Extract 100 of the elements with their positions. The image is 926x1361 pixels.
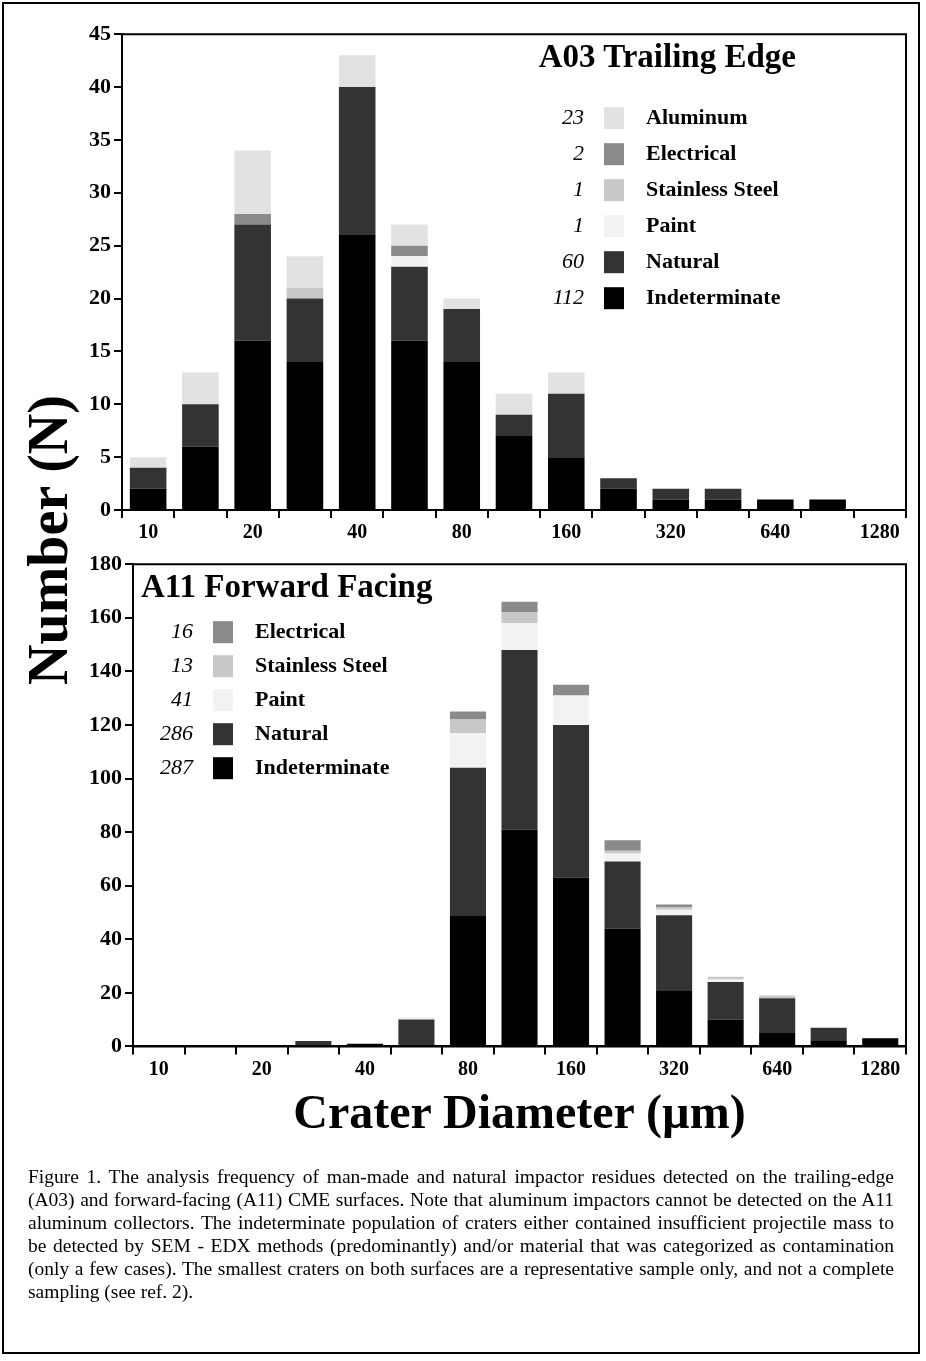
bar: [449, 767, 486, 916]
bar: [129, 457, 167, 468]
bar: [604, 853, 641, 862]
annotation: 1: [573, 175, 584, 201]
bar: [449, 719, 486, 733]
y-tick-label: 20: [100, 978, 122, 1004]
y-tick-label: 40: [100, 924, 122, 950]
bar: [391, 256, 428, 267]
annotation: 23: [562, 103, 584, 129]
bar: [338, 87, 376, 236]
y-tick-label: 0: [100, 495, 111, 521]
legend-label: Indeterminate: [646, 283, 781, 309]
legend-label: Aluminum: [646, 103, 748, 129]
legend-label: Electrical: [255, 617, 346, 643]
bar: [810, 1027, 847, 1042]
x-tick-label: 20: [251, 1056, 272, 1079]
legend-label: Stainless Steel: [646, 175, 779, 201]
annotation: 16: [171, 617, 193, 643]
bar: [604, 861, 641, 929]
bar: [495, 414, 533, 436]
bar: [759, 998, 796, 1034]
y-tick-label: 0: [111, 1032, 122, 1058]
annotation: 60: [562, 247, 584, 273]
annotation: 287: [160, 753, 194, 779]
bar: [449, 732, 486, 768]
bar: [704, 488, 742, 500]
x-tick-label: 80: [451, 520, 472, 543]
bar: [443, 309, 481, 362]
bar: [182, 372, 219, 405]
bar: [391, 266, 428, 341]
annotation: 13: [171, 651, 193, 677]
x-axis-title: Crater Diameter (µm): [293, 1084, 746, 1139]
bar: [501, 649, 538, 830]
y-tick-label: 40: [89, 72, 111, 98]
legend-label: Electrical: [646, 139, 737, 165]
bar: [129, 467, 167, 489]
annotation: 1: [573, 211, 584, 237]
y-tick-label: 20: [89, 284, 111, 310]
x-tick-label: 640: [760, 520, 791, 543]
legend-label: Natural: [255, 719, 329, 745]
bar: [553, 724, 590, 878]
bar: [182, 404, 219, 447]
x-tick-label: 10: [138, 520, 159, 543]
bar: [495, 393, 533, 415]
bar: [443, 298, 481, 310]
x-tick-label: 1280: [860, 1056, 901, 1079]
y-axis-title: Number (N): [16, 395, 80, 685]
y-tick-label: 45: [89, 19, 111, 45]
bar: [656, 909, 693, 916]
bar: [391, 245, 428, 257]
y-tick-label: 10: [89, 389, 111, 415]
bar: [286, 287, 324, 299]
y-tick-label: 60: [100, 871, 122, 897]
y-tick-label: 30: [89, 178, 111, 204]
y-tick-label: 5: [100, 442, 111, 468]
bar: [604, 840, 641, 851]
bar: [547, 393, 585, 458]
bar: [501, 623, 538, 650]
caption: Figure 1. The analysis frequency of man-made and natural impactor residues detected on the trailing-edge (A03) and forward-facing (A11) CME surfaces. Note that aluminum impactors cannot be detected on the A11 aluminum collectors. The indeterminate population of craters either contained insufficient projectile mass to be detected by SEM - EDX methods (predominantly) and/or material that was categorized as contamination (only a few cases). The smallest craters on both surfaces are a representative sample only, and not a complete sampling (see ref. 2).: [28, 1166, 894, 1302]
legend-label: Stainless Steel: [255, 651, 388, 677]
bar: [547, 372, 585, 394]
x-tick-label: 640: [762, 1056, 793, 1079]
y-tick-label: 160: [89, 603, 122, 629]
y-tick-label: 180: [89, 549, 122, 575]
x-tick-label: 40: [347, 520, 368, 543]
bar: [295, 1041, 332, 1046]
x-tick-label: 10: [148, 1056, 169, 1079]
annotation: 2: [573, 139, 584, 165]
x-tick-label: 40: [354, 1056, 375, 1079]
legend-label: Paint: [646, 211, 697, 237]
y-tick-label: 100: [89, 764, 122, 790]
legend-label: Indeterminate: [255, 753, 390, 779]
bar: [707, 982, 744, 1020]
x-tick-label: 320: [659, 1056, 690, 1079]
y-tick-label: 35: [89, 125, 111, 151]
bar: [652, 488, 690, 500]
y-tick-label: 120: [89, 710, 122, 736]
bar: [398, 1016, 435, 1020]
bar: [553, 695, 590, 725]
bar: [553, 684, 590, 696]
x-tick-label: 80: [457, 1056, 478, 1079]
bar: [656, 915, 693, 991]
bar: [398, 1019, 435, 1046]
x-tick-label: 1280: [859, 520, 900, 543]
annotation: 112: [552, 283, 584, 309]
bar: [234, 224, 271, 341]
bar: [600, 478, 637, 489]
x-tick-label: 20: [242, 520, 263, 543]
legend-label: Paint: [255, 685, 306, 711]
annotation: 286: [160, 719, 193, 745]
y-tick-label: 80: [100, 817, 122, 843]
annotation: 41: [171, 685, 193, 711]
chart-title: A11 Forward Facing: [141, 567, 433, 604]
chart-title: A03 Trailing Edge: [538, 37, 796, 74]
bar: [338, 55, 376, 88]
x-tick-label: 320: [655, 520, 686, 543]
y-tick-label: 25: [89, 231, 111, 257]
bar: [604, 850, 641, 854]
bar: [286, 256, 324, 288]
bar: [501, 601, 538, 613]
